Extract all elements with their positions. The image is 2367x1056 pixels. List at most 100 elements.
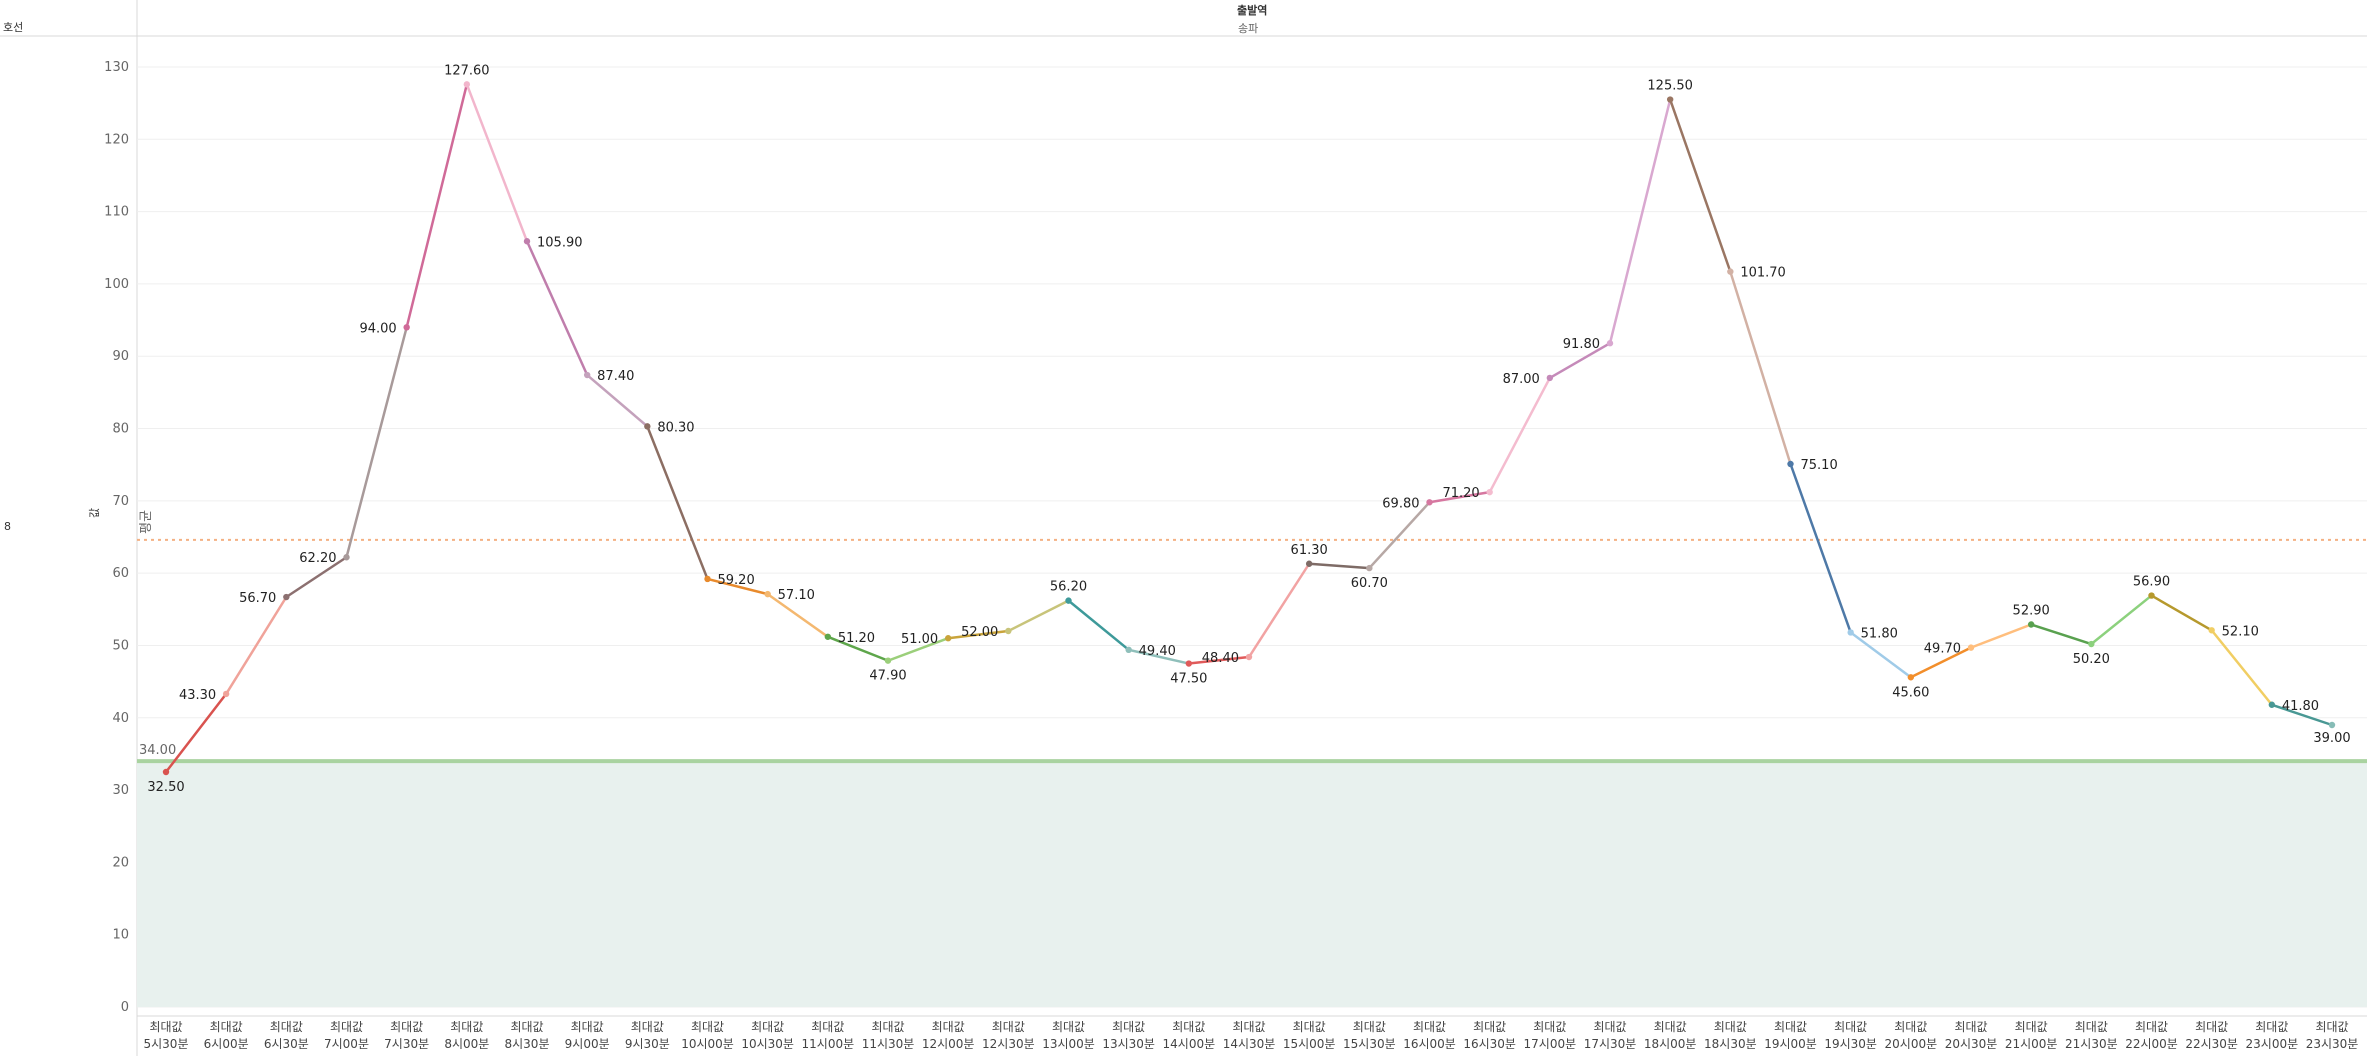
data-label: 61.30 <box>1291 543 1328 558</box>
data-point <box>523 238 531 245</box>
x-tick-label-measure: 최대값 <box>270 1020 303 1034</box>
data-label: 51.80 <box>1861 626 1898 641</box>
series-line-segment <box>1428 490 1491 504</box>
series-line-segment <box>826 635 890 662</box>
x-tick-label-time: 12시30분 <box>982 1037 1035 1051</box>
x-tick-label-measure: 최대값 <box>751 1020 784 1034</box>
x-tick-label-time: 10시00분 <box>681 1037 734 1051</box>
x-tick-label-time: 10시30분 <box>741 1037 794 1051</box>
data-point <box>1005 627 1012 635</box>
series-line-segment <box>285 555 348 599</box>
series-line-segment <box>1127 648 1191 665</box>
data-point <box>1486 488 1493 496</box>
x-tick-label-time: 6시30분 <box>264 1037 309 1051</box>
y-tick-label: 50 <box>112 638 129 653</box>
x-tick-label-time: 13시30분 <box>1102 1037 1155 1051</box>
x-tick-label-measure: 최대값 <box>571 1020 604 1034</box>
series-line-segment <box>224 595 288 696</box>
series-line-segment <box>1789 462 1852 634</box>
y-tick-label: 90 <box>112 349 129 364</box>
x-tick-label-time: 9시00분 <box>565 1037 610 1051</box>
series-line-segment <box>1969 623 2033 649</box>
x-tick-label-measure: 최대값 <box>1533 1020 1566 1034</box>
x-tick-label-measure: 최대값 <box>1834 1020 1867 1034</box>
series-line-segment <box>706 577 769 596</box>
data-point <box>884 657 892 664</box>
x-tick-label-measure: 최대값 <box>2255 1020 2288 1034</box>
series-line-segment <box>345 326 408 559</box>
data-point <box>704 575 711 583</box>
x-tick-label-measure: 최대값 <box>390 1020 423 1034</box>
x-tick-label-measure: 최대값 <box>1473 1020 1506 1034</box>
x-tick-label-time: 19시30분 <box>1824 1037 1877 1051</box>
column-header-top: 출발역 <box>1237 4 1268 17</box>
data-label: 127.60 <box>444 63 490 78</box>
series-line-segment <box>2150 594 2213 632</box>
x-tick-label-time: 17시00분 <box>1524 1037 1577 1051</box>
data-point <box>222 690 230 698</box>
data-point <box>1245 653 1253 661</box>
data-label: 56.90 <box>2133 575 2170 590</box>
data-label: 60.70 <box>1351 576 1388 591</box>
y-tick-label: 60 <box>112 566 129 581</box>
y-tick-label: 120 <box>104 132 129 147</box>
x-tick-label-measure: 최대값 <box>1593 1020 1626 1034</box>
x-tick-label-measure: 최대값 <box>871 1020 904 1034</box>
x-tick-label-time: 22시00분 <box>2125 1037 2178 1051</box>
x-tick-label-measure: 최대값 <box>811 1020 844 1034</box>
x-tick-label-measure: 최대값 <box>1714 1020 1747 1034</box>
row-header: 호선 <box>3 21 24 34</box>
data-point <box>283 593 290 601</box>
series-line-segment <box>2210 629 2274 707</box>
series-line-segment <box>1007 599 1070 633</box>
x-tick-label-time: 8시00분 <box>444 1037 489 1051</box>
x-tick-label-time: 17시30분 <box>1584 1037 1637 1051</box>
x-tick-label-measure: 최대값 <box>2015 1020 2048 1034</box>
x-tick-label-measure: 최대값 <box>210 1020 243 1034</box>
series-line-segment <box>2090 594 2153 646</box>
data-label: 87.40 <box>597 369 634 384</box>
data-point <box>1967 644 1975 651</box>
data-label: 71.20 <box>1442 486 1479 501</box>
series-line-segment <box>946 629 1010 640</box>
data-label: 125.50 <box>1647 79 1693 94</box>
x-tick-label-measure: 최대값 <box>2315 1020 2348 1034</box>
x-tick-label-measure: 최대값 <box>932 1020 965 1034</box>
x-tick-label-measure: 최대값 <box>631 1020 664 1034</box>
x-tick-label-measure: 최대값 <box>1774 1020 1807 1034</box>
x-tick-label-measure: 최대값 <box>1172 1020 1205 1034</box>
series-line-segment <box>1849 631 1913 679</box>
data-point <box>583 371 591 379</box>
series-line-segment <box>1067 599 1130 652</box>
data-point <box>1666 96 1674 103</box>
data-point <box>343 554 350 561</box>
series-line-segment <box>1187 655 1251 665</box>
x-tick-label-time: 22시30분 <box>2185 1037 2238 1051</box>
series-line-segment <box>1247 562 1311 659</box>
data-point <box>944 635 952 642</box>
x-tick-label-measure: 최대값 <box>1232 1020 1265 1034</box>
x-tick-label-time: 12시00분 <box>922 1037 975 1051</box>
x-tick-label-time: 14시00분 <box>1163 1037 1216 1051</box>
data-point <box>1907 674 1915 681</box>
x-tick-label-time: 11시00분 <box>802 1037 855 1051</box>
data-point <box>2268 701 2276 708</box>
series-line-segment <box>405 83 469 329</box>
series-line-segment <box>525 240 589 377</box>
data-point <box>764 590 771 598</box>
data-point <box>2027 621 2035 628</box>
series-line-segment <box>2029 623 2093 646</box>
data-label: 52.00 <box>961 625 998 640</box>
x-tick-label-measure: 최대값 <box>330 1020 363 1034</box>
data-point <box>463 81 471 88</box>
series-line-segment <box>1488 376 1552 494</box>
series-line-segment <box>1909 646 1973 679</box>
series-line-segment <box>465 83 529 243</box>
y-tick-label: 70 <box>112 494 129 509</box>
x-tick-label-measure: 최대값 <box>510 1020 543 1034</box>
data-label: 47.90 <box>869 669 906 684</box>
x-tick-label-time: 7시00분 <box>324 1037 369 1051</box>
data-point <box>1546 374 1554 382</box>
data-label: 45.60 <box>1892 685 1929 700</box>
y-tick-label: 110 <box>104 205 129 220</box>
